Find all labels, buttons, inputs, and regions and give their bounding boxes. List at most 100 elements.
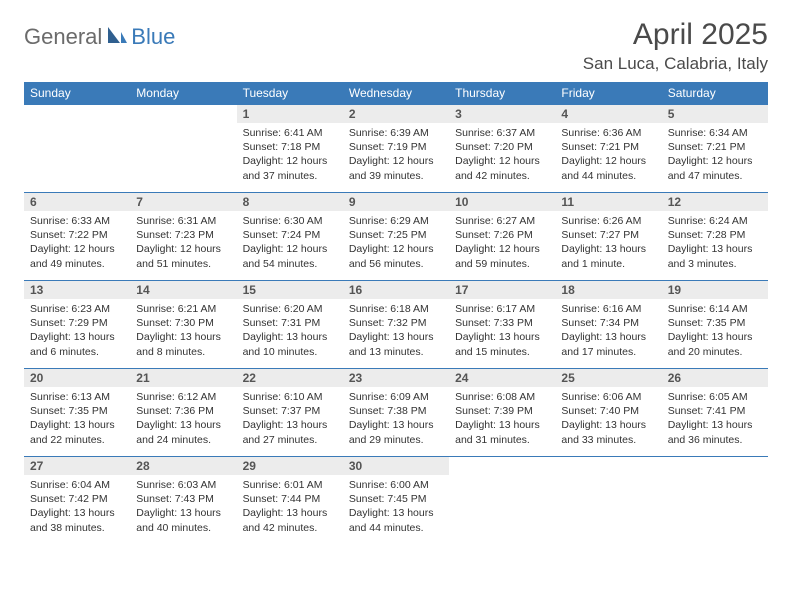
title-block: April 2025 San Luca, Calabria, Italy: [583, 18, 768, 74]
day-number: 3: [449, 104, 555, 123]
sunrise-text: Sunrise: 6:09 AM: [349, 390, 443, 404]
day-details: Sunrise: 6:16 AMSunset: 7:34 PMDaylight:…: [555, 299, 661, 365]
daylight-text: Daylight: 12 hours and 44 minutes.: [561, 154, 655, 182]
calendar-day-cell: 10Sunrise: 6:27 AMSunset: 7:26 PMDayligh…: [449, 192, 555, 280]
sunset-text: Sunset: 7:19 PM: [349, 140, 443, 154]
brand-part2: Blue: [131, 24, 175, 50]
day-number: 5: [662, 104, 768, 123]
calendar-day-cell: 27Sunrise: 6:04 AMSunset: 7:42 PMDayligh…: [24, 456, 130, 544]
sunset-text: Sunset: 7:32 PM: [349, 316, 443, 330]
day-number: 26: [662, 368, 768, 387]
day-number: 24: [449, 368, 555, 387]
weekday-header: Friday: [555, 82, 661, 104]
daylight-text: Daylight: 13 hours and 15 minutes.: [455, 330, 549, 358]
day-number: 6: [24, 192, 130, 211]
day-details: Sunrise: 6:31 AMSunset: 7:23 PMDaylight:…: [130, 211, 236, 277]
calendar-day-cell: 9Sunrise: 6:29 AMSunset: 7:25 PMDaylight…: [343, 192, 449, 280]
day-number: 7: [130, 192, 236, 211]
day-details: Sunrise: 6:18 AMSunset: 7:32 PMDaylight:…: [343, 299, 449, 365]
sunrise-text: Sunrise: 6:12 AM: [136, 390, 230, 404]
daylight-text: Daylight: 13 hours and 8 minutes.: [136, 330, 230, 358]
day-details: Sunrise: 6:39 AMSunset: 7:19 PMDaylight:…: [343, 123, 449, 189]
daylight-text: Daylight: 12 hours and 51 minutes.: [136, 242, 230, 270]
sunset-text: Sunset: 7:18 PM: [243, 140, 337, 154]
sunrise-text: Sunrise: 6:10 AM: [243, 390, 337, 404]
day-number: 19: [662, 280, 768, 299]
sunrise-text: Sunrise: 6:03 AM: [136, 478, 230, 492]
daylight-text: Daylight: 13 hours and 29 minutes.: [349, 418, 443, 446]
day-details: Sunrise: 6:23 AMSunset: 7:29 PMDaylight:…: [24, 299, 130, 365]
calendar-body: 1Sunrise: 6:41 AMSunset: 7:18 PMDaylight…: [24, 104, 768, 544]
sunrise-text: Sunrise: 6:01 AM: [243, 478, 337, 492]
day-details: Sunrise: 6:34 AMSunset: 7:21 PMDaylight:…: [662, 123, 768, 189]
day-number-empty: [449, 456, 555, 475]
calendar-day-cell: 2Sunrise: 6:39 AMSunset: 7:19 PMDaylight…: [343, 104, 449, 192]
daylight-text: Daylight: 13 hours and 10 minutes.: [243, 330, 337, 358]
day-details: Sunrise: 6:30 AMSunset: 7:24 PMDaylight:…: [237, 211, 343, 277]
calendar-day-cell: 24Sunrise: 6:08 AMSunset: 7:39 PMDayligh…: [449, 368, 555, 456]
sunrise-text: Sunrise: 6:14 AM: [668, 302, 762, 316]
daylight-text: Daylight: 13 hours and 44 minutes.: [349, 506, 443, 534]
brand-logo: General Blue: [24, 24, 175, 50]
sunset-text: Sunset: 7:30 PM: [136, 316, 230, 330]
day-number: 17: [449, 280, 555, 299]
sunset-text: Sunset: 7:44 PM: [243, 492, 337, 506]
sunset-text: Sunset: 7:22 PM: [30, 228, 124, 242]
daylight-text: Daylight: 13 hours and 36 minutes.: [668, 418, 762, 446]
day-number-empty: [555, 456, 661, 475]
day-details: Sunrise: 6:10 AMSunset: 7:37 PMDaylight:…: [237, 387, 343, 453]
calendar-day-cell: 11Sunrise: 6:26 AMSunset: 7:27 PMDayligh…: [555, 192, 661, 280]
sunset-text: Sunset: 7:43 PM: [136, 492, 230, 506]
sunrise-text: Sunrise: 6:20 AM: [243, 302, 337, 316]
sunset-text: Sunset: 7:35 PM: [30, 404, 124, 418]
sunrise-text: Sunrise: 6:34 AM: [668, 126, 762, 140]
calendar-empty-cell: [449, 456, 555, 544]
day-number-empty: [130, 104, 236, 123]
sunrise-text: Sunrise: 6:05 AM: [668, 390, 762, 404]
sunrise-text: Sunrise: 6:29 AM: [349, 214, 443, 228]
day-details: Sunrise: 6:13 AMSunset: 7:35 PMDaylight:…: [24, 387, 130, 453]
daylight-text: Daylight: 12 hours and 56 minutes.: [349, 242, 443, 270]
sunrise-text: Sunrise: 6:04 AM: [30, 478, 124, 492]
sunset-text: Sunset: 7:23 PM: [136, 228, 230, 242]
weekday-header: Thursday: [449, 82, 555, 104]
weekday-header: Monday: [130, 82, 236, 104]
sunset-text: Sunset: 7:45 PM: [349, 492, 443, 506]
day-details: Sunrise: 6:41 AMSunset: 7:18 PMDaylight:…: [237, 123, 343, 189]
day-details: Sunrise: 6:01 AMSunset: 7:44 PMDaylight:…: [237, 475, 343, 541]
daylight-text: Daylight: 12 hours and 59 minutes.: [455, 242, 549, 270]
sunrise-text: Sunrise: 6:00 AM: [349, 478, 443, 492]
sunrise-text: Sunrise: 6:16 AM: [561, 302, 655, 316]
calendar-day-cell: 7Sunrise: 6:31 AMSunset: 7:23 PMDaylight…: [130, 192, 236, 280]
sunrise-text: Sunrise: 6:08 AM: [455, 390, 549, 404]
day-number: 4: [555, 104, 661, 123]
day-details: Sunrise: 6:09 AMSunset: 7:38 PMDaylight:…: [343, 387, 449, 453]
daylight-text: Daylight: 12 hours and 39 minutes.: [349, 154, 443, 182]
calendar-day-cell: 6Sunrise: 6:33 AMSunset: 7:22 PMDaylight…: [24, 192, 130, 280]
sunset-text: Sunset: 7:38 PM: [349, 404, 443, 418]
calendar-day-cell: 8Sunrise: 6:30 AMSunset: 7:24 PMDaylight…: [237, 192, 343, 280]
day-number-empty: [24, 104, 130, 123]
calendar-empty-cell: [24, 104, 130, 192]
calendar-day-cell: 20Sunrise: 6:13 AMSunset: 7:35 PMDayligh…: [24, 368, 130, 456]
sunrise-text: Sunrise: 6:17 AM: [455, 302, 549, 316]
daylight-text: Daylight: 13 hours and 17 minutes.: [561, 330, 655, 358]
day-number: 27: [24, 456, 130, 475]
calendar-table: SundayMondayTuesdayWednesdayThursdayFrid…: [24, 82, 768, 544]
daylight-text: Daylight: 13 hours and 1 minute.: [561, 242, 655, 270]
daylight-text: Daylight: 13 hours and 22 minutes.: [30, 418, 124, 446]
sunrise-text: Sunrise: 6:27 AM: [455, 214, 549, 228]
calendar-week-row: 27Sunrise: 6:04 AMSunset: 7:42 PMDayligh…: [24, 456, 768, 544]
sunset-text: Sunset: 7:34 PM: [561, 316, 655, 330]
sunrise-text: Sunrise: 6:36 AM: [561, 126, 655, 140]
sunrise-text: Sunrise: 6:41 AM: [243, 126, 337, 140]
day-details: Sunrise: 6:33 AMSunset: 7:22 PMDaylight:…: [24, 211, 130, 277]
day-number: 12: [662, 192, 768, 211]
day-details: Sunrise: 6:17 AMSunset: 7:33 PMDaylight:…: [449, 299, 555, 365]
weekday-header: Sunday: [24, 82, 130, 104]
calendar-day-cell: 15Sunrise: 6:20 AMSunset: 7:31 PMDayligh…: [237, 280, 343, 368]
sunrise-text: Sunrise: 6:18 AM: [349, 302, 443, 316]
day-details: Sunrise: 6:04 AMSunset: 7:42 PMDaylight:…: [24, 475, 130, 541]
calendar-header-row: SundayMondayTuesdayWednesdayThursdayFrid…: [24, 82, 768, 104]
sunset-text: Sunset: 7:36 PM: [136, 404, 230, 418]
